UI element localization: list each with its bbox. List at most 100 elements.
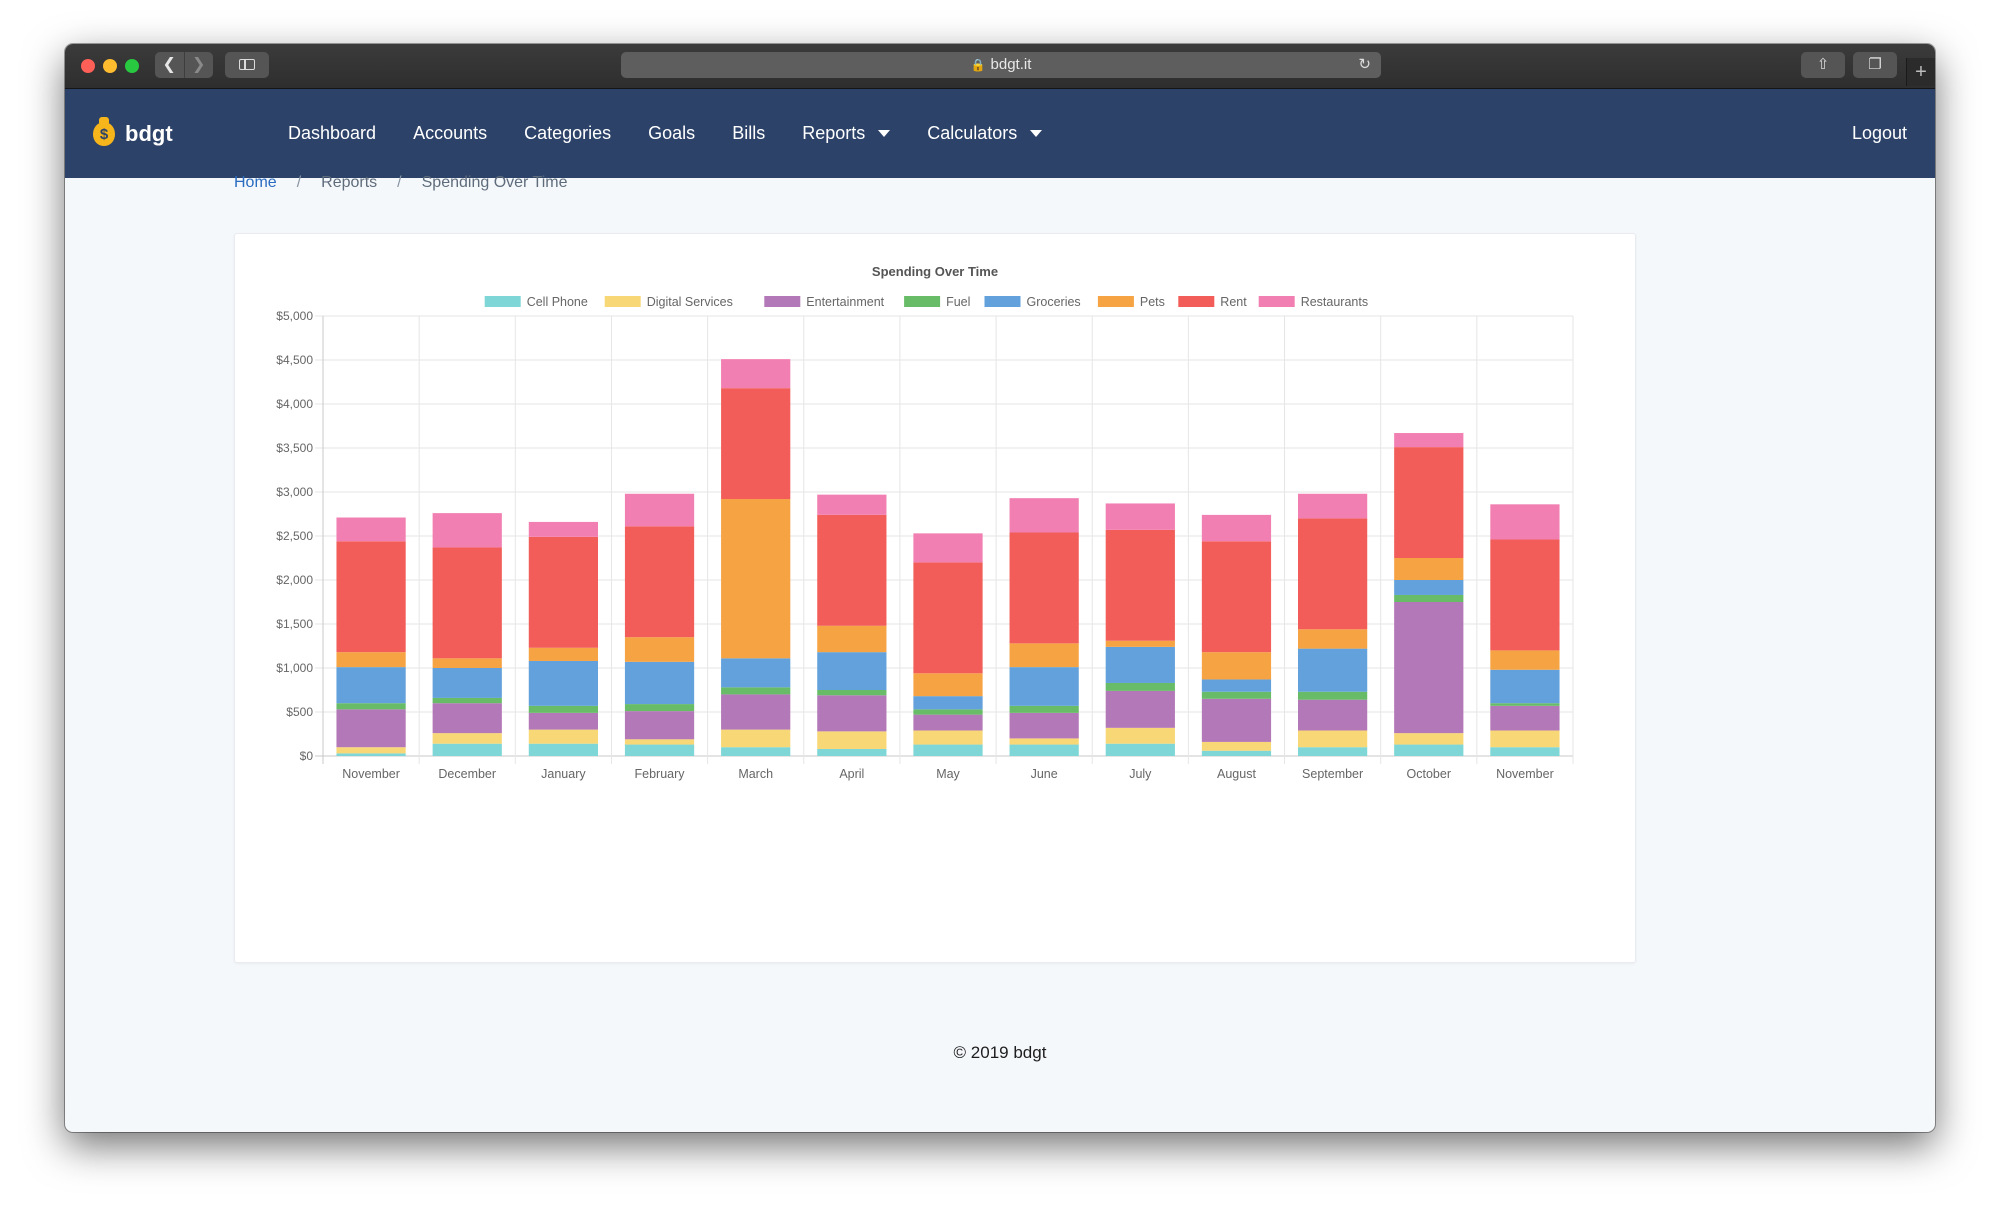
bar-segment[interactable] — [1201, 750, 1272, 756]
legend-label[interactable]: Pets — [1140, 295, 1165, 309]
bar-segment[interactable] — [913, 696, 983, 710]
bar-segment[interactable] — [817, 748, 887, 756]
bar-segment[interactable] — [1394, 733, 1464, 745]
breadcrumb-home[interactable]: Home — [234, 174, 277, 191]
bar-segment[interactable] — [336, 517, 406, 542]
bar-segment[interactable] — [1009, 744, 1079, 756]
bar-segment[interactable] — [432, 743, 502, 756]
bar-segment[interactable] — [817, 652, 887, 690]
chevron-left-icon[interactable]: ❮ — [162, 56, 176, 73]
bar-segment[interactable] — [1298, 730, 1368, 748]
nav-bills[interactable]: Bills — [732, 123, 766, 143]
bar-segment[interactable] — [1201, 741, 1272, 751]
legend-label[interactable]: Fuel — [946, 295, 970, 309]
brand-link[interactable]: $ bdgt — [93, 89, 173, 178]
bar-segment[interactable] — [624, 744, 695, 756]
bar-segment[interactable] — [1394, 594, 1464, 602]
bar-segment[interactable] — [1201, 514, 1272, 542]
bar-segment[interactable] — [1105, 727, 1175, 744]
bar-segment[interactable] — [1490, 504, 1560, 540]
bar-segment[interactable] — [1298, 518, 1368, 630]
bar-segment[interactable] — [528, 536, 598, 648]
bar-segment[interactable] — [721, 729, 791, 748]
bar-segment[interactable] — [1490, 705, 1560, 731]
bar-segment[interactable] — [1490, 747, 1560, 756]
bar-segment[interactable] — [721, 658, 791, 688]
close-window-button[interactable] — [81, 59, 95, 73]
bar-segment[interactable] — [336, 667, 406, 704]
bar-segment[interactable] — [528, 647, 598, 661]
bar-segment[interactable] — [1201, 679, 1272, 692]
bar-segment[interactable] — [528, 743, 598, 756]
bar-segment[interactable] — [1105, 682, 1175, 691]
bar-segment[interactable] — [1490, 650, 1560, 670]
bar-segment[interactable] — [624, 661, 695, 705]
bar-segment[interactable] — [1394, 744, 1464, 756]
bar-segment[interactable] — [1394, 602, 1464, 734]
bar-segment[interactable] — [432, 733, 502, 744]
bar-segment[interactable] — [336, 753, 406, 756]
legend-label[interactable]: Restaurants — [1301, 295, 1368, 309]
bar-segment[interactable] — [336, 747, 406, 754]
legend-label[interactable]: Rent — [1220, 295, 1247, 309]
bar-segment[interactable] — [817, 494, 887, 515]
nav-calculators-dropdown[interactable]: Calculators — [927, 123, 1043, 144]
bar-segment[interactable] — [432, 658, 502, 668]
bar-segment[interactable] — [528, 729, 598, 744]
bar-segment[interactable] — [721, 687, 791, 695]
bar-segment[interactable] — [1490, 730, 1560, 748]
legend-label[interactable]: Digital Services — [647, 295, 733, 309]
bar-segment[interactable] — [1298, 648, 1368, 692]
legend-label[interactable]: Groceries — [1027, 295, 1081, 309]
bar-segment[interactable] — [721, 694, 791, 730]
nav-reports-dropdown[interactable]: Reports — [802, 123, 891, 144]
bar-segment[interactable] — [721, 388, 791, 500]
bar-segment[interactable] — [913, 714, 983, 731]
bar-segment[interactable] — [913, 673, 983, 697]
bar-segment[interactable] — [1009, 532, 1079, 644]
bar-segment[interactable] — [432, 513, 502, 548]
bar-segment[interactable] — [528, 712, 598, 730]
bar-segment[interactable] — [432, 547, 502, 659]
bar-segment[interactable] — [336, 541, 406, 653]
bar-segment[interactable] — [1009, 705, 1079, 713]
bar-segment[interactable] — [1009, 738, 1079, 745]
bar-segment[interactable] — [1298, 493, 1368, 519]
nav-dashboard[interactable]: Dashboard — [288, 123, 377, 143]
chevron-right-icon[interactable]: ❯ — [183, 52, 214, 78]
bar-segment[interactable] — [1394, 433, 1464, 448]
bar-segment[interactable] — [1009, 667, 1079, 706]
bar-segment[interactable] — [1298, 691, 1368, 700]
bar-segment[interactable] — [1009, 498, 1079, 533]
bar-segment[interactable] — [336, 709, 406, 748]
bar-segment[interactable] — [1105, 646, 1175, 683]
bar-segment[interactable] — [721, 359, 791, 389]
bar-segment[interactable] — [1105, 690, 1175, 728]
bar-segment[interactable] — [432, 668, 502, 698]
bar-segment[interactable] — [913, 533, 983, 563]
bar-segment[interactable] — [624, 711, 695, 740]
bar-segment[interactable] — [1201, 698, 1272, 742]
share-icon[interactable]: ⇧ — [1801, 52, 1845, 78]
bar-segment[interactable] — [528, 660, 598, 706]
bar-segment[interactable] — [913, 709, 983, 715]
tabs-icon[interactable]: ❐ — [1853, 52, 1897, 78]
zoom-window-button[interactable] — [125, 59, 139, 73]
bar-segment[interactable] — [913, 730, 983, 745]
minimize-window-button[interactable] — [103, 59, 117, 73]
bar-segment[interactable] — [1298, 747, 1368, 756]
nav-categories[interactable]: Categories — [524, 123, 612, 143]
bar-segment[interactable] — [817, 625, 887, 653]
bar-segment[interactable] — [1105, 743, 1175, 756]
bar-segment[interactable] — [817, 514, 887, 626]
bar-segment[interactable] — [1298, 699, 1368, 731]
bar-segment[interactable] — [817, 731, 887, 749]
legend-label[interactable]: Entertainment — [806, 295, 884, 309]
bar-segment[interactable] — [1201, 691, 1272, 699]
bar-segment[interactable] — [817, 690, 887, 696]
bar-segment[interactable] — [1298, 629, 1368, 649]
bar-segment[interactable] — [721, 499, 791, 659]
bar-segment[interactable] — [1009, 643, 1079, 668]
plus-icon[interactable]: + — [1906, 58, 1935, 86]
bar-segment[interactable] — [1490, 669, 1560, 704]
